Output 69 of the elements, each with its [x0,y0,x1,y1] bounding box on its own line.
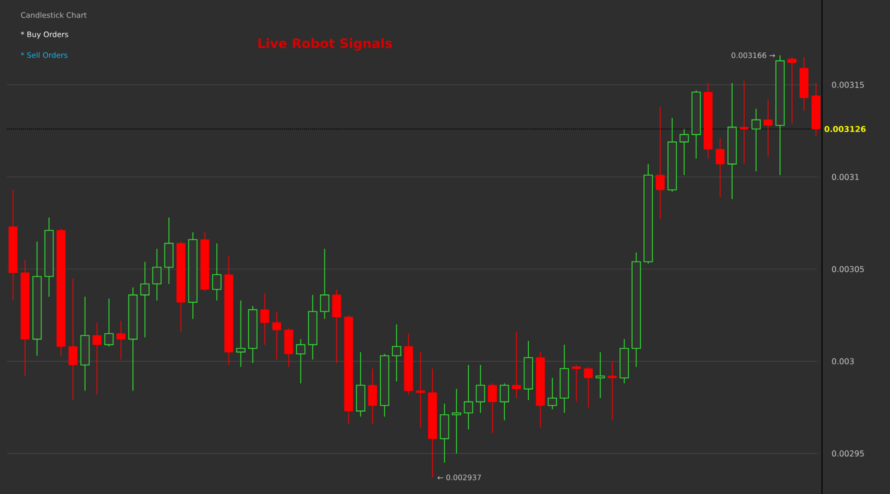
candlestick [308,294,318,360]
candlestick [728,82,737,200]
candlestick [404,333,414,395]
candlestick [44,217,54,298]
candlestick [296,338,306,384]
candlestick [788,56,796,124]
candlestick [620,338,629,384]
candlestick [428,368,437,478]
candlestick [152,248,162,301]
candlestick [656,106,665,220]
candlestick [452,388,462,454]
candlestick [548,377,557,410]
candlestick [368,368,378,424]
candlestick [176,241,186,332]
candlestick [500,383,510,421]
candlestick [764,99,773,158]
candlestick [200,232,210,292]
candlestick [752,108,761,172]
candlestick [716,138,725,198]
candlestick [104,298,114,347]
candlestick [380,354,390,417]
candlestick [212,242,222,301]
candlestick [128,287,138,392]
candlestick [116,320,126,360]
candlestick [644,164,653,264]
candlestick [356,352,366,417]
candlestick [320,248,330,320]
candlestick [236,300,246,368]
candlestick [416,352,425,428]
candlestick [20,260,30,376]
candlestick [68,278,78,400]
candlestick [92,322,102,395]
candlestick [572,364,581,402]
candlestick [536,352,545,428]
candlestick [392,324,402,382]
candlestick [272,311,282,360]
candlestick [476,364,486,414]
candlestick [560,344,569,414]
candlestick [632,252,641,368]
candlestick [704,82,713,159]
candlestick [332,288,342,364]
candlestick [80,296,90,392]
candlestick [56,228,66,356]
candlestick [812,82,820,137]
candlestick [584,366,593,408]
candlestick [260,292,270,346]
candlestick [680,128,689,176]
candlestick [668,118,677,192]
candlestick [775,54,785,176]
candlestick [740,80,749,164]
candlestick [512,331,521,399]
candlestick [524,340,533,400]
candlestick [488,383,497,434]
candlestick [344,314,354,424]
candlestick [800,56,808,111]
candlestick [464,364,474,430]
text: Live Robot Signals [258,38,392,51]
candlestick [608,360,617,421]
candlestick [8,189,18,301]
candlestick [140,261,150,338]
candlestick [188,232,198,320]
candlestick [440,403,450,464]
candlestick [596,352,605,399]
candlestick [248,306,258,364]
candlestick [692,90,701,159]
candlestick [284,328,294,368]
candlestick [224,256,234,366]
candlestick [164,217,174,284]
candlestick [32,241,42,356]
